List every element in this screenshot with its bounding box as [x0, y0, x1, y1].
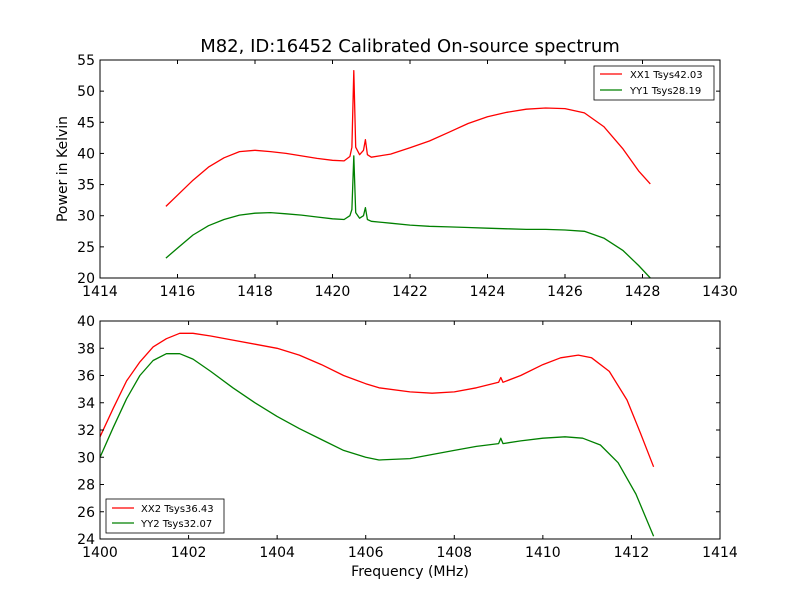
bottom-axes-frame: [99, 320, 721, 540]
legend-label-xx2: XX2 Tsys36.43: [141, 504, 214, 515]
bottom-plot-area: [100, 332, 655, 537]
bottom-series-line-yy: [100, 353, 655, 537]
top-y-tick-label: 55: [77, 53, 95, 69]
bottom-legend-box: [105, 498, 225, 534]
top-y-tick-label: 25: [77, 240, 95, 256]
top-x-tick-label: 1420: [315, 284, 351, 300]
top-plot-area: [165, 69, 651, 278]
top-legend: XX1 Tsys42.03 YY1 Tsys28.19: [593, 65, 715, 101]
top-y-tick-label: 40: [77, 146, 95, 162]
bottom-y-tick-label: 28: [77, 478, 95, 494]
top-y-tick-label: 50: [77, 84, 95, 100]
bottom-axis-ticks: 1400 1402 1404 1406 1408 1410 1412 1414 24 26 28 30…: [77, 314, 738, 561]
bottom-y-tick-label: 32: [77, 423, 95, 439]
bottom-y-tick-label: 24: [77, 532, 95, 548]
top-axis-ticks: 1414 1416 1418 1420 1422 1424 1426 1428 1430 20 25…: [77, 53, 738, 300]
chart-title: M82, ID:16452 Calibrated On-source spect…: [200, 36, 620, 57]
top-series-line-yy: [165, 155, 651, 278]
top-y-tick-label: 35: [77, 178, 95, 194]
top-x-tick-label: 1416: [160, 284, 196, 300]
bottom-y-tick-label: 36: [77, 369, 95, 385]
bottom-x-tick-label: 1402: [171, 545, 207, 561]
legend-label-yy2: YY2 Tsys32.07: [140, 519, 212, 530]
top-x-tick-label: 1426: [547, 284, 583, 300]
top-y-tick-label: 20: [77, 271, 95, 287]
bottom-spectrum-panel: Frequency (MHz) 1400 1402 1404 1406 1408 1410…: [77, 314, 738, 580]
top-y-tick-label: 45: [77, 115, 95, 131]
bottom-x-tick-label: 1408: [436, 545, 472, 561]
top-x-tick-label: 1430: [702, 284, 738, 300]
bottom-y-tick-label: 26: [77, 505, 95, 521]
legend-label-yy1: YY1 Tsys28.19: [629, 86, 701, 97]
x-axis-label: Frequency (MHz): [351, 564, 469, 580]
top-legend-box: [593, 65, 715, 101]
top-y-tick-label: 30: [77, 209, 95, 225]
top-x-tick-label: 1418: [237, 284, 273, 300]
y-axis-label: Power in Kelvin: [55, 116, 71, 222]
bottom-legend: XX2 Tsys36.43 YY2 Tsys32.07: [105, 498, 225, 534]
top-axes-frame: [99, 59, 721, 279]
top-series-line-xx: [165, 69, 651, 207]
bottom-x-tick-label: 1404: [259, 545, 295, 561]
bottom-x-tick-label: 1410: [525, 545, 561, 561]
bottom-x-tick-label: 1414: [702, 545, 738, 561]
top-x-tick-label: 1422: [392, 284, 428, 300]
bottom-y-tick-label: 40: [77, 314, 95, 330]
legend-label-xx1: XX1 Tsys42.03: [630, 70, 703, 81]
bottom-y-tick-label: 34: [77, 396, 95, 412]
top-x-tick-label: 1414: [82, 284, 118, 300]
bottom-x-tick-label: 1412: [614, 545, 650, 561]
top-spectrum-panel: M82, ID:16452 Calibrated On-source spect…: [55, 36, 738, 300]
bottom-x-tick-label: 1406: [348, 545, 384, 561]
bottom-x-tick-label: 1400: [82, 545, 118, 561]
top-x-tick-label: 1428: [625, 284, 661, 300]
bottom-y-tick-label: 30: [77, 450, 95, 466]
bottom-series-line-xx: [100, 332, 655, 468]
bottom-y-tick-label: 38: [77, 341, 95, 357]
top-x-tick-label: 1424: [470, 284, 506, 300]
